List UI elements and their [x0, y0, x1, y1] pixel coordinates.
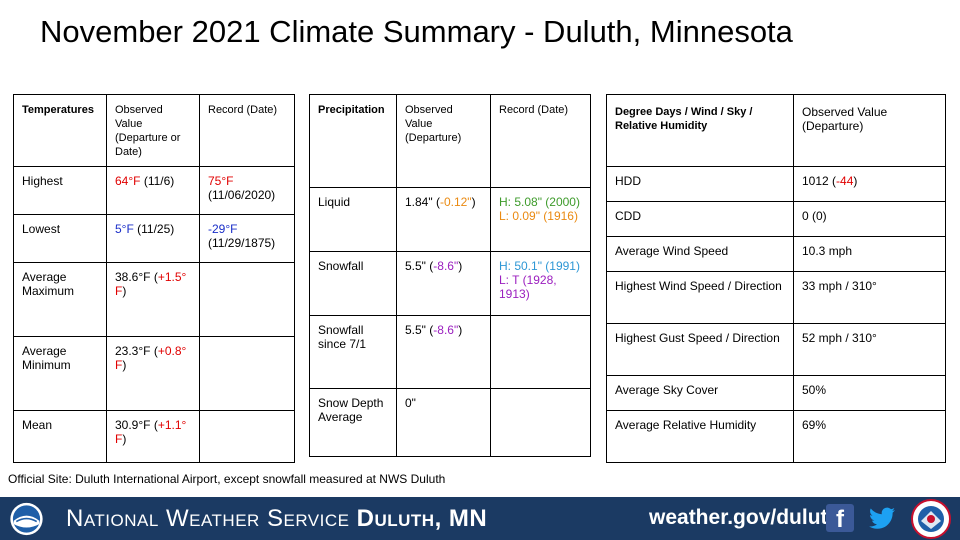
- record-date-header: Record (Date): [199, 94, 295, 167]
- hdd-departure: -44: [836, 174, 854, 188]
- snowfall-close: ): [458, 259, 463, 273]
- cdd-value: 0 (0): [793, 201, 946, 237]
- average-humidity-value: 69%: [793, 410, 946, 463]
- avg-max-close: ): [122, 284, 127, 298]
- liquid-value: 1.84" (-0.12"): [396, 187, 491, 252]
- nws-org: National Weather Service: [66, 505, 357, 532]
- degree-days-observed-header: Observed Value (Departure): [793, 94, 946, 167]
- liquid-close: ): [471, 195, 476, 209]
- snowfall-departure: -8.6": [433, 259, 459, 273]
- snowfall-since-record: [490, 315, 591, 389]
- mean-record: [199, 410, 295, 463]
- facebook-icon[interactable]: f: [826, 504, 854, 533]
- observed-value-header: Observed Value (Departure or Date): [106, 94, 200, 167]
- row-label-lowest: Lowest: [13, 214, 107, 263]
- average-wind-speed-value: 10.3 mph: [793, 236, 946, 272]
- twitter-icon[interactable]: [866, 502, 898, 534]
- hdd-value: 1012 (-44): [793, 166, 946, 202]
- row-label-snow-depth: Snow Depth Average: [309, 388, 397, 457]
- avg-max-departure: +1.5° F: [115, 270, 187, 298]
- nws-office-name: National Weather Service Duluth, MN: [66, 505, 487, 533]
- avg-min-departure: +0.8° F: [115, 344, 187, 372]
- liquid-record: H: 5.08" (2000) L: 0.09" (1916): [490, 187, 591, 252]
- row-label-highest-wind: Highest Wind Speed / Direction: [606, 271, 794, 324]
- snowfall-since-close: ): [458, 323, 463, 337]
- lowest-record-date: (11/29/1875): [208, 236, 276, 250]
- avg-max-temp: 38.6°F (: [115, 270, 158, 284]
- noaa-logo-icon: [10, 502, 43, 536]
- snowfall-record-low: L: T (1928, 1913): [499, 273, 557, 301]
- footer-bar: [0, 497, 960, 540]
- degree-days-header: Degree Days / Wind / Sky / Relative Humi…: [606, 94, 794, 167]
- highest-gust-value: 52 mph / 310°: [793, 323, 946, 376]
- mean-departure: +1.1° F: [115, 418, 187, 446]
- nws-logo-icon: [911, 499, 951, 539]
- liquid-record-low: L: 0.09" (1916): [499, 209, 578, 223]
- hdd-amount: 1012 (: [802, 174, 837, 188]
- mean-temp: 30.9°F (: [115, 418, 158, 432]
- row-label-snowfall: Snowfall: [309, 251, 397, 316]
- precipitation-header: Precipitation: [309, 94, 397, 188]
- source-note: Official Site: Duluth International Airp…: [8, 472, 446, 486]
- highest-value: 64°F (11/6): [106, 166, 200, 215]
- temperatures-table: Temperatures Observed Value (Departure o…: [13, 94, 295, 463]
- row-label-average-humidity: Average Relative Humidity: [606, 410, 794, 463]
- snowfall-since-amount: 5.5" (: [405, 323, 434, 337]
- page-title: November 2021 Climate Summary - Duluth, …: [40, 14, 793, 49]
- average-minimum-record: [199, 336, 295, 411]
- precip-observed-header: Observed Value (Departure): [396, 94, 491, 188]
- lowest-record: -29°F (11/29/1875): [199, 214, 295, 263]
- highest-temp: 64°F: [115, 174, 141, 188]
- snowfall-record: H: 50.1" (1991) L: T (1928, 1913): [490, 251, 591, 316]
- nws-office: Duluth, MN: [356, 505, 488, 532]
- average-maximum-record: [199, 262, 295, 337]
- avg-min-close: ): [122, 358, 127, 372]
- average-maximum-value: 38.6°F (+1.5° F): [106, 262, 200, 337]
- snow-depth-value: 0": [396, 388, 491, 457]
- hdd-close: ): [853, 174, 858, 188]
- row-label-mean: Mean: [13, 410, 107, 463]
- degree-days-table: Degree Days / Wind / Sky / Relative Humi…: [606, 94, 946, 463]
- row-label-average-minimum: Average Minimum: [13, 336, 107, 411]
- row-label-average-maximum: Average Maximum: [13, 262, 107, 337]
- lowest-date: (11/25): [133, 222, 175, 236]
- snowfall-since-value: 5.5" (-8.6"): [396, 315, 491, 389]
- liquid-departure: -0.12": [439, 195, 472, 209]
- row-label-hdd: HDD: [606, 166, 794, 202]
- highest-wind-value: 33 mph / 310°: [793, 271, 946, 324]
- row-label-highest: Highest: [13, 166, 107, 215]
- lowest-record-temp: -29°F: [208, 222, 238, 236]
- highest-date: (11/6): [140, 174, 175, 188]
- row-label-average-wind-speed: Average Wind Speed: [606, 236, 794, 272]
- precipitation-table: Precipitation Observed Value (Departure)…: [309, 94, 591, 457]
- liquid-record-high: H: 5.08" (2000): [499, 195, 580, 209]
- office-website-link[interactable]: weather.gov/duluth: [649, 506, 841, 529]
- highest-record: 75°F (11/06/2020): [199, 166, 295, 215]
- mean-value: 30.9°F (+1.1° F): [106, 410, 200, 463]
- highest-record-temp: 75°F: [208, 174, 234, 188]
- snowfall-since-departure: -8.6": [433, 323, 459, 337]
- row-label-highest-gust: Highest Gust Speed / Direction: [606, 323, 794, 376]
- temperatures-header: Temperatures: [13, 94, 107, 167]
- liquid-amount: 1.84" (: [405, 195, 440, 209]
- snowfall-value: 5.5" (-8.6"): [396, 251, 491, 316]
- row-label-cdd: CDD: [606, 201, 794, 237]
- highest-record-date: (11/06/2020): [208, 188, 276, 202]
- lowest-temp: 5°F: [115, 222, 134, 236]
- mean-close: ): [122, 432, 127, 446]
- average-sky-cover-value: 50%: [793, 375, 946, 411]
- snowfall-amount: 5.5" (: [405, 259, 434, 273]
- row-label-average-sky-cover: Average Sky Cover: [606, 375, 794, 411]
- precip-record-header: Record (Date): [490, 94, 591, 188]
- row-label-snowfall-since: Snowfall since 7/1: [309, 315, 397, 389]
- snowfall-record-high: H: 50.1" (1991): [499, 259, 580, 273]
- lowest-value: 5°F (11/25): [106, 214, 200, 263]
- snow-depth-record: [490, 388, 591, 457]
- average-minimum-value: 23.3°F (+0.8° F): [106, 336, 200, 411]
- row-label-liquid: Liquid: [309, 187, 397, 252]
- avg-min-temp: 23.3°F (: [115, 344, 158, 358]
